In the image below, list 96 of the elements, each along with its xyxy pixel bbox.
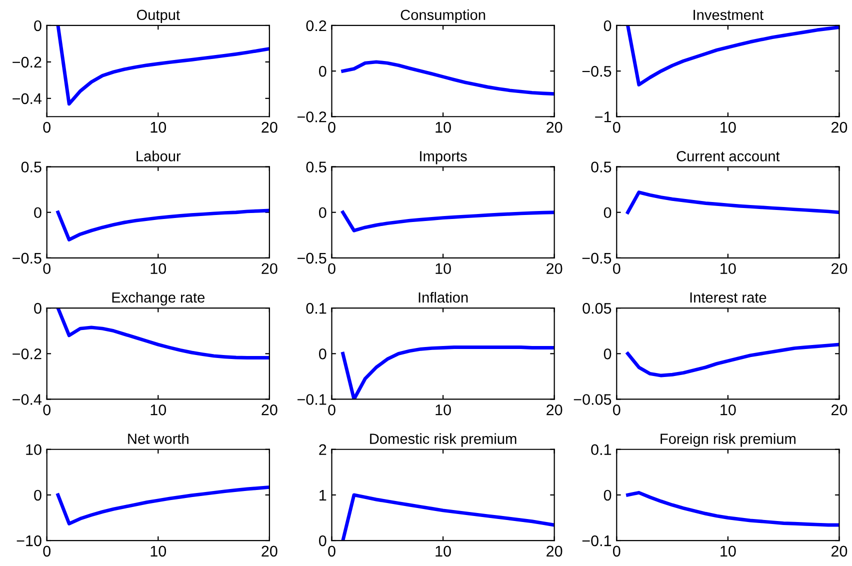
- y-tick-label: 1: [320, 490, 326, 500]
- y-tick-label: −1: [595, 112, 612, 122]
- line-series: [56, 308, 270, 360]
- chart-title: Exchange rate: [112, 292, 205, 306]
- line-series: [341, 60, 554, 96]
- y-tick-label: −0.1: [582, 535, 612, 546]
- x-tick-label: 10: [720, 404, 736, 416]
- x-tick-label: 20: [546, 122, 562, 133]
- chart-title: Domestic risk premium: [370, 433, 516, 447]
- chart-title: Net worth: [128, 433, 188, 444]
- x-tick-label: 20: [546, 404, 562, 416]
- y-tick-label: −0.4: [12, 93, 42, 104]
- y-tick-label: 0: [34, 302, 42, 314]
- x-tick-label: 0: [612, 263, 620, 274]
- y-tick-label: −0.5: [297, 252, 326, 264]
- y-tick-label: 0: [604, 490, 612, 501]
- line-series: [626, 25, 840, 86]
- chart-title: Inflation: [418, 292, 468, 303]
- y-tick-label: 2: [319, 444, 326, 455]
- y-tick-label: 0.5: [591, 162, 612, 172]
- x-tick-label: 0: [43, 546, 51, 557]
- x-tick-label: 0: [328, 122, 336, 133]
- y-tick-label: 0.05: [582, 302, 612, 314]
- y-tick-label: −0.05: [574, 394, 612, 405]
- x-tick-label: 0: [612, 404, 620, 416]
- y-tick-label: −0.2: [12, 348, 42, 360]
- x-tick-label: 20: [262, 122, 278, 133]
- y-tick-label: −0.5: [582, 252, 612, 264]
- x-tick-label: 10: [720, 122, 736, 133]
- line-series: [56, 208, 270, 242]
- y-tick-label: 0: [34, 20, 42, 32]
- chart-title: Foreign risk premium: [660, 433, 796, 447]
- y-tick-label: −0.2: [12, 56, 42, 68]
- y-tick-label: 0: [604, 20, 612, 32]
- y-tick-label: 0: [604, 207, 612, 218]
- x-tick-label: 20: [262, 546, 278, 557]
- y-tick-label: 0.5: [306, 162, 326, 172]
- line-series: [341, 493, 554, 541]
- y-tick-label: −0.5: [582, 66, 612, 77]
- x-tick-label: 20: [831, 263, 848, 274]
- chart-title: Investment: [694, 10, 764, 20]
- x-tick-label: 20: [831, 122, 848, 133]
- y-tick-label: 0: [318, 348, 326, 360]
- x-tick-label: 10: [720, 263, 736, 274]
- x-tick-label: 10: [436, 404, 451, 416]
- line-series: [626, 190, 840, 214]
- x-tick-label: 20: [831, 546, 848, 557]
- line-series: [341, 346, 554, 400]
- chart-title: Consumption: [400, 9, 486, 23]
- chart-title: Interest rate: [690, 292, 766, 303]
- y-tick-label: −0.1: [297, 394, 326, 405]
- y-tick-label: 0: [318, 66, 326, 77]
- y-tick-label: 0: [318, 535, 326, 546]
- x-tick-label: 0: [612, 546, 620, 557]
- x-tick-label: 0: [612, 122, 620, 133]
- x-tick-label: 10: [436, 263, 451, 274]
- line-series: [341, 210, 554, 232]
- x-tick-label: 0: [43, 122, 51, 133]
- x-tick-label: 20: [262, 404, 278, 416]
- line-series: [626, 342, 840, 378]
- line-series: [626, 490, 840, 527]
- chart-title: Imports: [420, 151, 467, 164]
- line-series: [56, 485, 270, 526]
- y-tick-label: 0.2: [306, 20, 326, 32]
- x-tick-label: 0: [43, 263, 51, 274]
- x-tick-label: 10: [436, 546, 451, 557]
- y-tick-label: 0.1: [591, 444, 612, 456]
- x-tick-label: 20: [546, 263, 562, 274]
- x-tick-label: 10: [150, 546, 166, 557]
- x-tick-label: 20: [262, 263, 278, 274]
- x-tick-label: 10: [150, 263, 166, 274]
- x-tick-label: 10: [150, 404, 166, 416]
- y-tick-label: 0.5: [21, 162, 42, 172]
- y-tick-label: −0.4: [12, 394, 42, 405]
- x-tick-label: 0: [43, 404, 51, 416]
- x-tick-label: 0: [328, 263, 336, 274]
- y-tick-label: 0: [318, 207, 326, 218]
- y-tick-label: 0: [34, 490, 42, 501]
- x-tick-label: 20: [546, 546, 562, 557]
- x-tick-label: 10: [436, 122, 451, 133]
- x-tick-label: 0: [328, 404, 336, 416]
- y-tick-label: 0: [34, 207, 42, 218]
- y-tick-label: −0.5: [12, 252, 42, 264]
- y-tick-label: 10: [26, 444, 42, 456]
- x-tick-label: 10: [150, 122, 166, 133]
- y-tick-label: −10: [16, 535, 42, 546]
- chart-title: Output: [136, 10, 180, 23]
- y-tick-label: 0.1: [306, 302, 326, 314]
- x-tick-label: 20: [831, 404, 848, 416]
- x-tick-label: 10: [720, 546, 736, 557]
- y-tick-label: −0.2: [297, 112, 326, 122]
- line-series: [56, 25, 270, 106]
- chart-title: Current account: [676, 151, 780, 162]
- chart-title: Labour: [136, 150, 181, 162]
- y-tick-label: 0: [604, 348, 612, 360]
- x-tick-label: 0: [328, 546, 336, 557]
